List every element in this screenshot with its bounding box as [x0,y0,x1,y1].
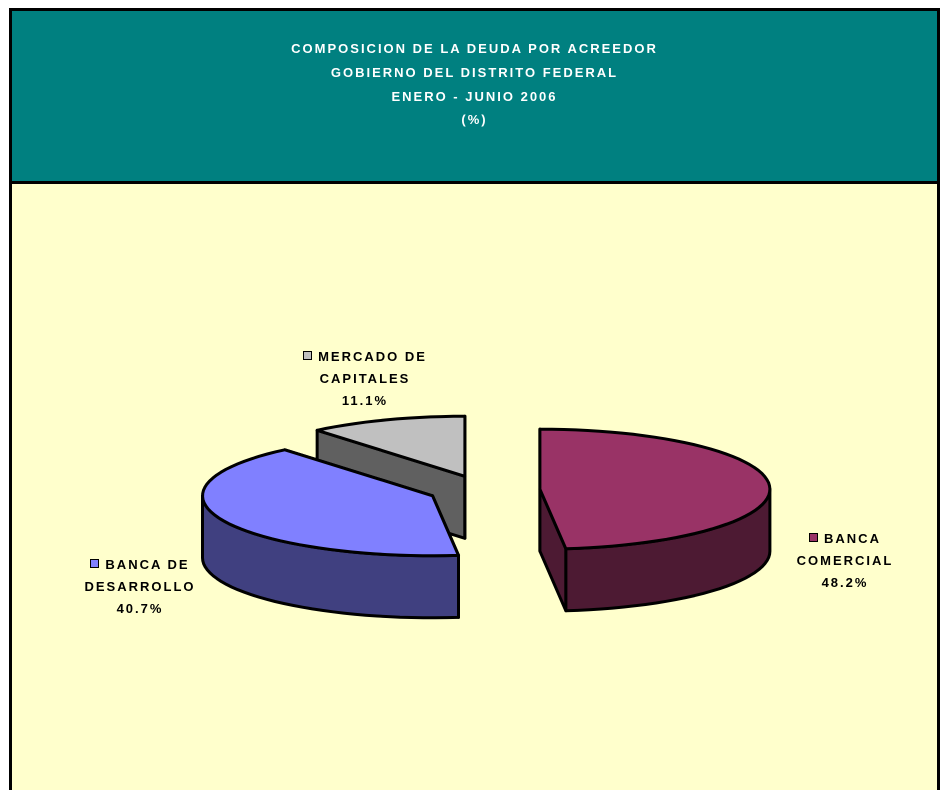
chart-subtitle: ENERO - JUNIO 2006 [391,89,558,104]
value-label: 40.7% [116,601,164,616]
slice [315,414,467,478]
chart-title: COMPOSICION DE LA DEUDA POR ACREEDOR [291,41,658,56]
legend-key [90,559,100,568]
data-label: MERCADO DE CAPITALES 11.1% [270,346,460,412]
data-label: BANCA COMERCIAL 48.2% [760,528,930,594]
category-label: BANCA COMERCIAL [796,531,894,568]
chart-frame: COMPOSICION DE LA DEUDA POR ACREEDOR GOB… [9,8,940,790]
chart-subtitle: GOBIERNO DEL DISTRITO FEDERAL [330,65,619,80]
legend-key [303,351,313,360]
category-label: BANCA DE DESARROLLO [84,557,196,594]
header: COMPOSICION DE LA DEUDA POR ACREEDOR GOB… [12,11,937,184]
data-label: BANCA DE DESARROLLO 40.7% [40,554,240,620]
legend-key [809,533,819,542]
value-label: 11.1% [341,393,389,408]
category-label: MERCADO DE CAPITALES [318,349,427,386]
slice [538,427,772,551]
slice [201,448,460,558]
value-label: 48.2% [821,575,869,590]
chart-subtitle: (%) [461,112,488,127]
